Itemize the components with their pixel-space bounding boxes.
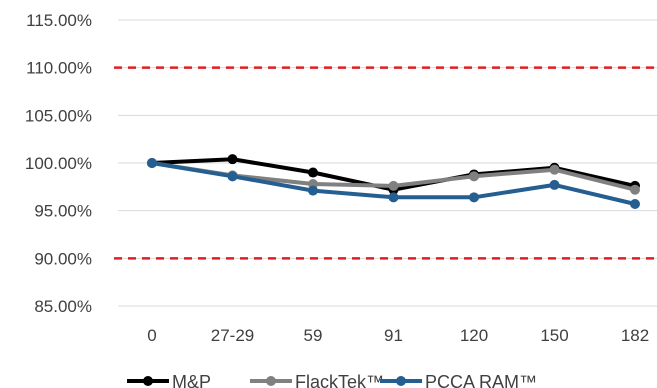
legend-label: PCCA RAM™	[425, 372, 537, 388]
x-tick-label: 120	[460, 326, 488, 345]
legend-marker	[266, 376, 276, 386]
legend: M&P FlackTek™ PCCA RAM™	[127, 372, 537, 388]
legend-label: M&P	[172, 372, 211, 388]
series-lines	[147, 154, 640, 209]
series-group	[147, 158, 640, 209]
y-tick-label: 85.00%	[34, 297, 92, 316]
x-axis-tick-labels: 0 27-29 59 91 120 150 182	[147, 326, 649, 345]
legend-marker	[143, 376, 153, 386]
data-point	[308, 185, 318, 196]
data-point	[469, 171, 479, 182]
y-axis-tick-labels: 85.00% 90.00% 95.00% 100.00% 105.00% 110.00% 1…	[25, 11, 92, 316]
gridlines	[118, 19, 657, 307]
data-point	[147, 158, 157, 168]
x-tick-label: 150	[540, 326, 568, 345]
legend-marker	[396, 376, 406, 386]
reference-lines	[114, 66, 657, 260]
x-tick-label: 91	[384, 326, 403, 345]
y-tick-label: 110.00%	[26, 59, 92, 78]
y-tick-label: 100.00%	[25, 154, 92, 173]
x-tick-label: 27-29	[211, 326, 254, 345]
x-tick-label: 0	[147, 326, 156, 345]
y-tick-label: 115.00%	[26, 11, 92, 30]
data-point	[227, 154, 238, 165]
data-point	[630, 198, 640, 209]
data-point	[388, 192, 399, 203]
data-point	[308, 167, 318, 178]
data-point	[549, 179, 560, 190]
data-point	[549, 164, 560, 175]
data-point	[630, 184, 640, 195]
legend-label: FlackTek™	[295, 372, 384, 388]
y-tick-label: 95.00%	[34, 202, 92, 221]
x-tick-label: 59	[304, 326, 323, 345]
data-point	[469, 192, 479, 203]
data-point	[227, 171, 238, 182]
y-tick-label: 90.00%	[34, 249, 92, 268]
y-tick-label: 105.00%	[25, 106, 92, 125]
x-tick-label: 182	[621, 326, 649, 345]
data-point	[388, 180, 399, 191]
